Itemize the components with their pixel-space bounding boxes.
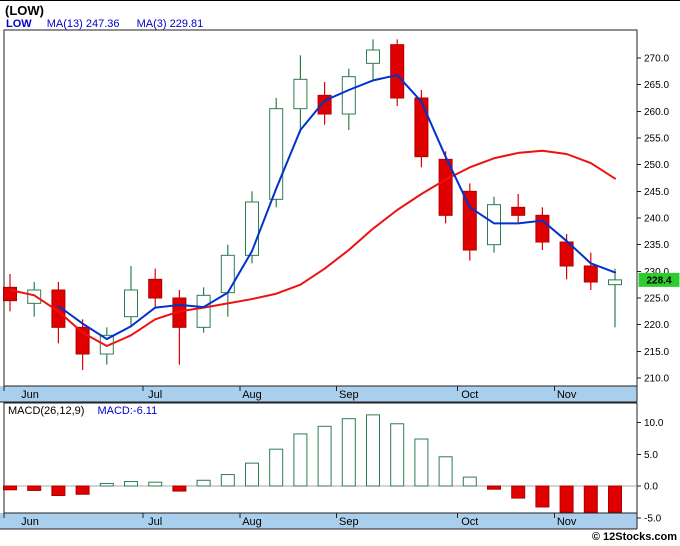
candle-up [608,279,622,286]
copyright-watermark: © 12Stocks.com [591,531,677,543]
month-label: Aug [242,389,262,401]
month-label: Jul [148,389,162,401]
ma3-legend-label: MA(3) [136,18,167,30]
price-axis-label: 260.0 [644,107,669,118]
macd-bar-positive [438,456,453,487]
macd-bar-positive [196,479,211,487]
price-axis-label: 245.0 [644,187,669,198]
candle-down [414,97,429,158]
candle-down [438,158,453,216]
candle-down [583,265,598,283]
month-label: Nov [557,389,577,401]
price-axis-label: 265.0 [644,80,669,91]
macd-bar-positive [245,462,259,487]
month-label: Jul [148,516,162,528]
macd-axis-label: 10.0 [644,418,664,429]
ma13-legend-label: MA(13) [46,18,83,30]
candle-up [269,108,284,200]
candle-down [535,214,550,243]
macd-bar-negative [51,485,66,497]
ma13-line [9,149,616,347]
price-axis-label: 225.0 [644,294,669,305]
macd-bar-negative [559,485,574,513]
macd-bar-positive [293,433,308,487]
month-label: Aug [242,516,262,528]
macd-bar-negative [75,485,90,495]
month-band [0,513,637,529]
candle-up [196,294,211,328]
price-axis-label: 220.0 [644,320,669,331]
macd-plot-border [3,402,638,514]
candle-down [511,206,526,216]
price-axis-label: 240.0 [644,214,669,225]
month-label: Oct [461,389,478,401]
candle-up [124,289,138,318]
macd-bar-negative [535,485,550,508]
candle-down [390,44,405,99]
price-plot-border [3,29,638,387]
macd-bar-positive [414,438,429,487]
macd-axis-label: 5.0 [644,450,658,461]
candle-down [148,278,163,299]
last-price-tag [638,272,680,287]
ma13-legend-value: 247.36 [85,18,120,30]
macd-bar-negative [3,485,17,491]
month-band [0,386,637,402]
macd-bar-positive [269,448,284,487]
macd-bar-positive [148,481,163,487]
macd-axis-label: 0.0 [644,482,658,493]
macd-params-label: MACD(26,12,9) [8,405,85,417]
macd-bar-positive [317,425,332,487]
macd-axis-label: -5.0 [644,513,662,524]
month-label: Oct [461,516,478,528]
page-title: (LOW) [5,3,44,18]
macd-bar-negative [511,485,526,499]
macd-bar-negative [583,485,598,513]
month-label: Sep [339,389,359,401]
macd-bar-positive [390,423,405,487]
month-label: Jun [21,389,39,401]
price-axis-label: 215.0 [644,347,669,358]
price-axis-label: 250.0 [644,160,669,171]
macd-bar-positive [220,474,235,487]
candle-down [75,326,90,355]
macd-bar-positive [341,418,356,487]
ma3-legend-value: 229.81 [169,18,204,30]
candle-up [487,204,501,246]
last-price-tag-label: 228.4 [646,275,671,286]
price-axis-label: 255.0 [644,134,669,145]
candle-up [341,76,356,115]
macd-bar-negative [487,485,501,490]
candle-up [366,49,380,64]
symbol-label: LOW [6,18,32,30]
macd-bar-negative [172,485,187,492]
macd-bar-positive [124,481,138,487]
candle-down [462,190,477,251]
month-label: Jun [21,516,39,528]
macd-bar-positive [366,414,380,487]
ma3-line [57,74,616,341]
month-label: Sep [339,516,359,528]
price-axis-label: 270.0 [644,54,669,65]
candle-down [51,289,66,328]
candle-up [220,254,235,294]
macd-bar-positive [99,482,114,487]
main-chart-legend: LOW MA(13) 247.36 MA(3) 229.81 [6,18,203,30]
candle-up [99,334,114,355]
candle-up [293,78,308,110]
price-axis-label: 230.0 [644,267,669,278]
macd-bar-positive [462,476,477,487]
month-label: Nov [557,516,577,528]
macd-bar-negative [27,485,42,491]
macd-bar-negative [608,485,622,513]
price-axis-label: 210.0 [644,374,669,385]
candle-up [27,289,42,304]
macd-legend: MACD(26,12,9) MACD:-6.11 [8,405,157,417]
price-axis-label: 235.0 [644,240,669,251]
macd-current-value: MACD:-6.11 [97,405,158,417]
top-border-rule [0,0,680,1]
candle-up [245,201,259,256]
